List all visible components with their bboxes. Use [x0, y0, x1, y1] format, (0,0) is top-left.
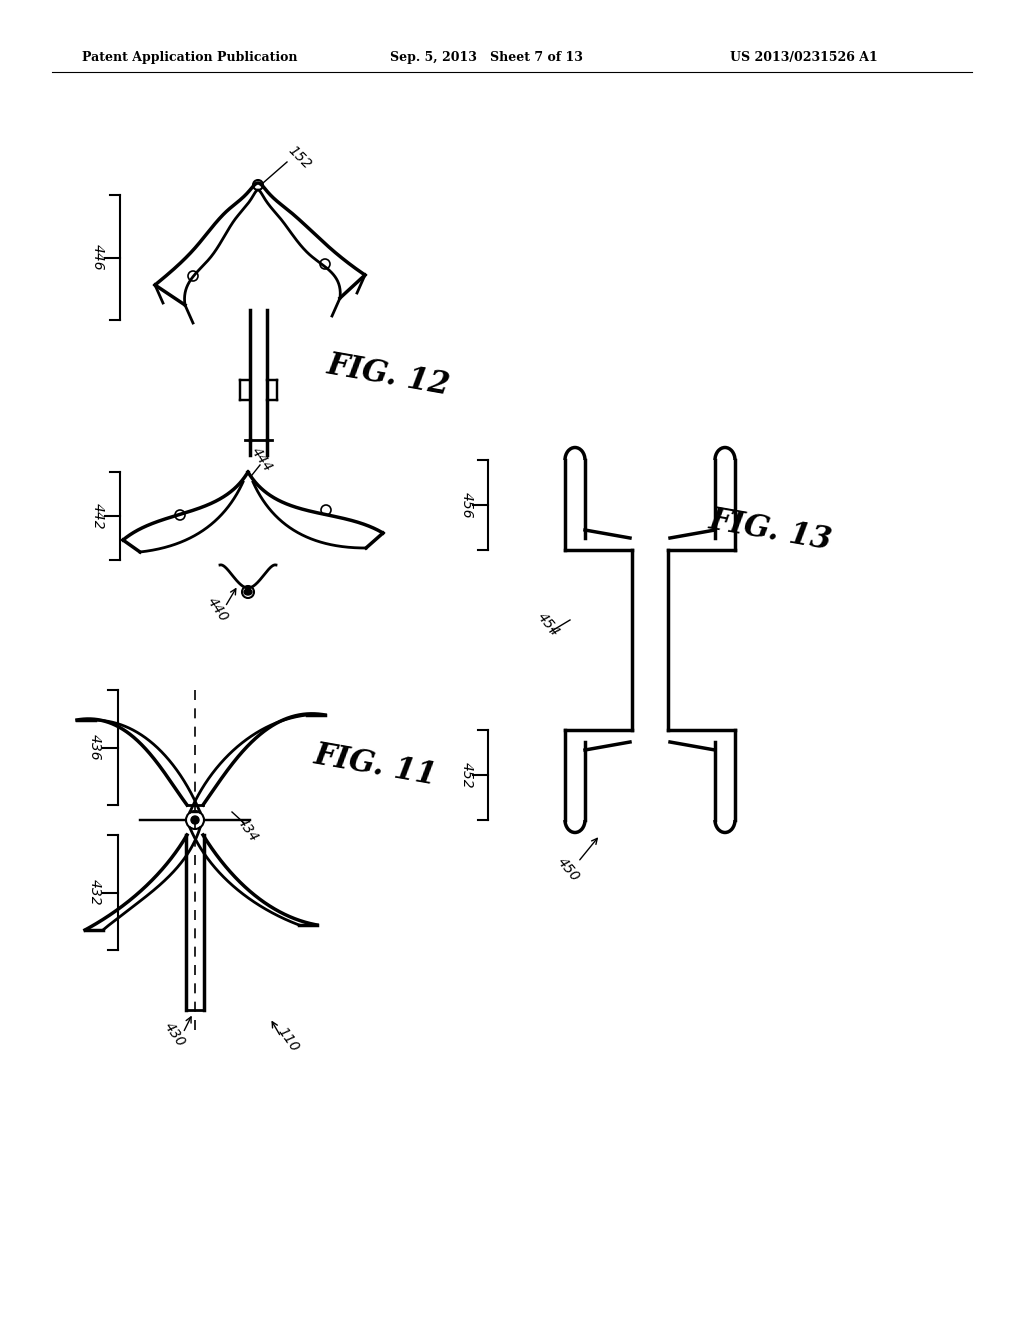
- Text: 456: 456: [460, 491, 474, 519]
- Text: 454: 454: [535, 610, 562, 640]
- Text: 442: 442: [91, 503, 105, 529]
- Text: 440: 440: [205, 595, 231, 624]
- Text: 434: 434: [234, 814, 261, 845]
- Text: 152: 152: [286, 144, 314, 173]
- Text: 452: 452: [460, 762, 474, 788]
- Text: FIG. 12: FIG. 12: [324, 348, 452, 401]
- Text: US 2013/0231526 A1: US 2013/0231526 A1: [730, 51, 878, 65]
- Circle shape: [191, 816, 199, 824]
- Text: Sep. 5, 2013   Sheet 7 of 13: Sep. 5, 2013 Sheet 7 of 13: [390, 51, 583, 65]
- Text: 110: 110: [274, 1026, 301, 1055]
- Text: 432: 432: [88, 879, 102, 906]
- Text: FIG. 11: FIG. 11: [311, 739, 439, 791]
- Text: 430: 430: [162, 1020, 188, 1049]
- Text: 444: 444: [249, 445, 275, 475]
- Ellipse shape: [244, 589, 252, 595]
- Text: 446: 446: [91, 244, 105, 271]
- Text: 436: 436: [88, 734, 102, 760]
- Text: 450: 450: [554, 855, 582, 884]
- Text: Patent Application Publication: Patent Application Publication: [82, 51, 298, 65]
- Text: FIG. 13: FIG. 13: [706, 504, 834, 556]
